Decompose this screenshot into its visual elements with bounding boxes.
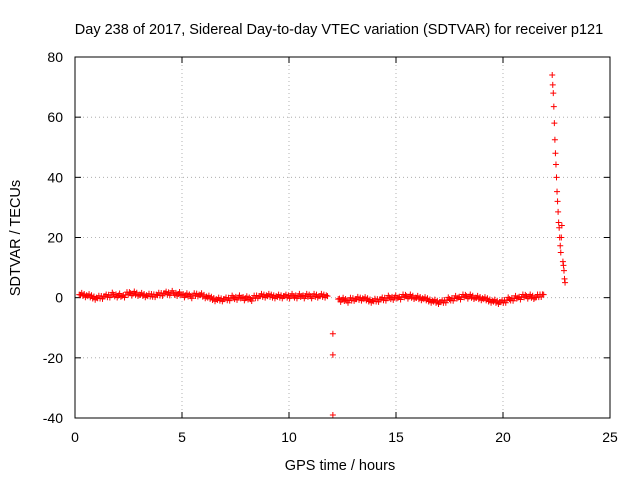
data-point	[558, 222, 565, 229]
y-tick-label: -40	[43, 410, 63, 426]
data-point	[551, 120, 558, 127]
data-point	[502, 299, 509, 306]
data-point	[121, 294, 128, 301]
x-tick-label: 20	[495, 429, 511, 445]
plot-area-border	[74, 56, 611, 419]
data-point	[562, 279, 569, 286]
data-point	[540, 291, 547, 298]
data-point	[549, 81, 556, 88]
chart-title: Day 238 of 2017, Sidereal Day-to-day VTE…	[75, 22, 603, 38]
data-point	[324, 293, 331, 300]
data-point	[552, 161, 559, 168]
data-point	[561, 275, 568, 282]
data-point	[558, 234, 565, 241]
x-tick-label: 25	[602, 429, 618, 445]
data-point	[555, 219, 562, 226]
data-point	[555, 208, 562, 215]
x-axis-label: GPS time / hours	[285, 458, 395, 474]
data-point	[552, 150, 559, 157]
x-tick-label: 10	[281, 429, 297, 445]
y-tick-label: 40	[47, 169, 63, 185]
data-point	[550, 103, 557, 110]
x-tick-label: 15	[388, 429, 404, 445]
data-point	[323, 292, 330, 299]
data-point	[248, 297, 255, 304]
chart-ticks: 0 5 10 15 20 25 -40 -20 0 20 40 60 80	[43, 49, 618, 445]
data-point	[560, 267, 567, 274]
data-point	[557, 242, 564, 249]
data-point	[329, 330, 336, 337]
y-tick-label: -20	[43, 350, 63, 366]
y-tick-label: 60	[47, 109, 63, 125]
data-point	[550, 90, 557, 97]
x-tick-label: 5	[178, 429, 186, 445]
data-point	[557, 249, 564, 256]
data-point	[554, 198, 561, 205]
data-point	[442, 299, 449, 306]
data-point	[559, 258, 566, 265]
y-axis-label: SDTVAR / TECUs	[8, 180, 24, 296]
y-tick-label: 20	[47, 230, 63, 246]
data-point	[554, 188, 561, 195]
data-point	[549, 72, 556, 79]
data-point	[551, 136, 558, 143]
chart-data-points	[76, 72, 569, 418]
y-tick-label: 80	[47, 49, 63, 65]
x-tick-label: 0	[71, 429, 79, 445]
data-point	[329, 351, 336, 358]
data-point	[329, 411, 336, 418]
data-point	[126, 289, 133, 296]
y-tick-label: 0	[55, 290, 63, 306]
data-point	[560, 262, 567, 269]
data-point	[553, 174, 560, 181]
chart-grid	[75, 57, 610, 418]
